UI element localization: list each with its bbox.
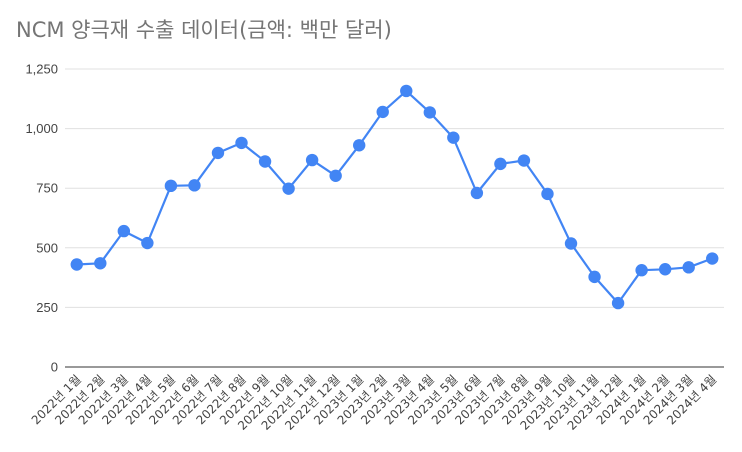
data-point[interactable] <box>376 105 389 119</box>
data-point[interactable] <box>564 237 578 250</box>
data-point[interactable] <box>517 154 531 167</box>
data-point[interactable] <box>211 146 225 160</box>
data-point[interactable] <box>470 186 484 200</box>
data-point[interactable] <box>164 179 178 193</box>
data-point[interactable] <box>258 155 272 168</box>
data-point[interactable] <box>282 182 295 195</box>
chart-title: NCM 양극재 수출 데이터(금액: 백만 달러) <box>16 18 392 42</box>
data-point[interactable] <box>400 84 413 98</box>
data-point[interactable] <box>352 139 366 152</box>
y-tick-label: 500 <box>36 240 58 255</box>
data-point[interactable] <box>235 136 248 150</box>
data-point[interactable] <box>447 131 460 144</box>
gridlines <box>65 68 724 368</box>
data-point[interactable] <box>423 106 437 119</box>
data-point[interactable] <box>635 264 648 277</box>
y-tick-label: 250 <box>36 300 58 315</box>
data-point[interactable] <box>682 261 695 274</box>
data-point[interactable] <box>494 157 507 171</box>
data-point[interactable] <box>94 257 107 270</box>
data-point[interactable] <box>305 153 319 167</box>
data-point[interactable] <box>611 296 625 310</box>
y-tick-label: 0 <box>51 360 58 375</box>
series <box>70 84 719 310</box>
data-point[interactable] <box>329 169 342 183</box>
data-point[interactable] <box>141 236 154 250</box>
data-point[interactable] <box>706 252 719 265</box>
series-line <box>76 89 713 305</box>
data-point[interactable] <box>588 270 601 284</box>
y-axis-tick-labels: 0 250 500 750 1,000 1,250 <box>25 62 58 375</box>
data-point[interactable] <box>541 187 554 201</box>
data-point[interactable] <box>117 224 131 238</box>
data-point[interactable] <box>70 258 83 271</box>
data-point[interactable] <box>658 263 672 276</box>
y-tick-label: 1,000 <box>25 121 58 136</box>
y-tick-label: 1,250 <box>25 62 58 77</box>
y-tick-label: 750 <box>36 181 58 196</box>
data-point[interactable] <box>188 179 201 192</box>
